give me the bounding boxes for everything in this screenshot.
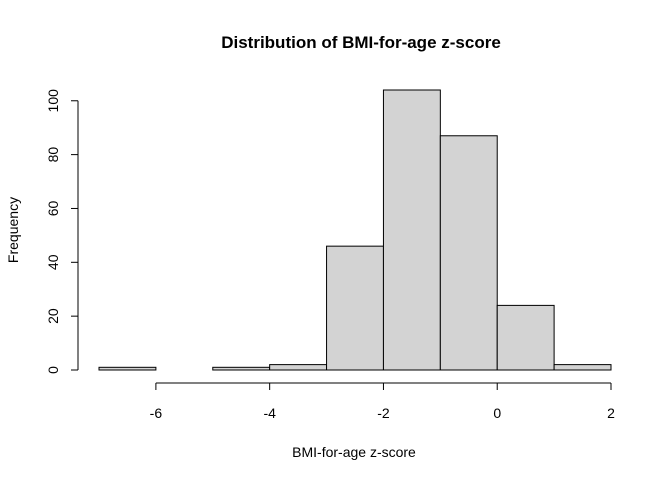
histogram-bar <box>326 245 384 371</box>
y-tick-label: 80 <box>45 147 61 163</box>
y-tick-label: 20 <box>45 308 61 324</box>
x-tick-label: -6 <box>150 405 163 421</box>
chart-title: Distribution of BMI-for-age z-score <box>221 33 501 52</box>
y-tick-label: 60 <box>45 200 61 216</box>
histogram-bar <box>212 366 271 371</box>
y-axis: 0 20 40 60 80 100 <box>45 89 79 374</box>
histogram-bar <box>269 364 328 371</box>
x-axis-title: BMI-for-age z-score <box>292 444 416 460</box>
x-tick-label: -2 <box>377 405 390 421</box>
x-tick-label: 0 <box>493 405 501 421</box>
y-axis-title: Frequency <box>5 197 21 263</box>
y-tick-label: 40 <box>45 254 61 270</box>
y-tick-label: 0 <box>45 366 61 374</box>
histogram-bar <box>553 364 612 371</box>
x-axis: -6 -4 -2 0 2 <box>150 382 615 421</box>
bars-group <box>98 89 612 371</box>
histogram-bar <box>98 366 157 371</box>
histogram-bar <box>439 135 498 371</box>
x-tick-label: -4 <box>263 405 276 421</box>
histogram-bar <box>496 304 555 371</box>
y-tick-label: 100 <box>45 89 61 113</box>
x-tick-label: 2 <box>607 405 615 421</box>
histogram-bar <box>382 89 441 371</box>
